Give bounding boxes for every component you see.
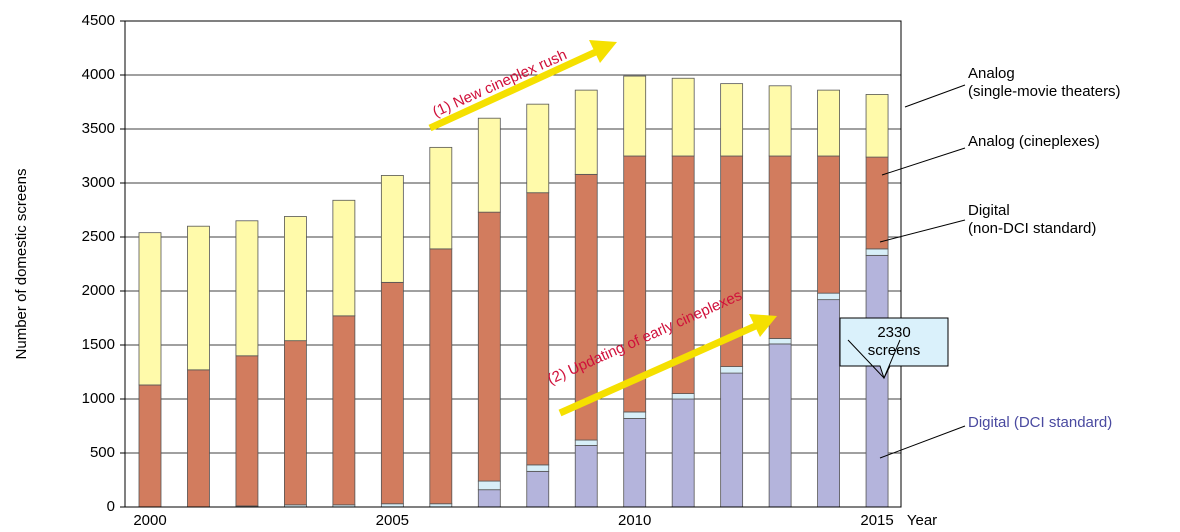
bar-segment <box>332 199 356 317</box>
bar-segment <box>187 225 210 371</box>
legend-label: Analog (single-movie theaters) <box>968 65 1121 100</box>
bar-segment <box>865 254 889 508</box>
x-tick-label: 2000 <box>133 512 166 529</box>
bar-segment <box>768 155 792 339</box>
leader-line <box>904 84 966 108</box>
bar-segment <box>768 85 792 157</box>
y-tick-label: 4000 <box>82 66 115 83</box>
y-tick-label: 500 <box>90 444 115 461</box>
bar-segment <box>623 411 647 419</box>
bar-segment <box>429 248 453 505</box>
bar-segment <box>671 398 695 508</box>
y-tick-label: 1500 <box>82 336 115 353</box>
bar-segment <box>477 211 501 482</box>
bar-segment <box>138 232 162 386</box>
bar-segment <box>671 77 695 157</box>
y-tick-label: 0 <box>107 498 115 515</box>
bar-segment <box>526 103 550 194</box>
plot-frame <box>124 20 902 508</box>
bar-segment <box>817 155 840 294</box>
x-axis-label: Year <box>907 512 937 529</box>
bar-segment <box>623 75 647 157</box>
y-axis-label: Number of domestic screens <box>13 169 30 360</box>
leader-line <box>879 425 966 459</box>
arrow-head <box>749 314 777 337</box>
y-tick-label: 4500 <box>82 12 115 29</box>
bar-segment <box>477 117 501 213</box>
bar-segment <box>720 83 744 157</box>
x-tick-label: 2010 <box>618 512 651 529</box>
bar-segment <box>332 315 356 506</box>
legend-label: Digital (DCI standard) <box>968 414 1113 431</box>
bar-segment <box>235 220 259 357</box>
bar-segment <box>477 480 501 491</box>
bar-segment <box>817 299 840 508</box>
bar-segment <box>187 369 210 508</box>
bar-segment <box>429 146 453 250</box>
arrow <box>428 46 602 132</box>
bar-segment <box>574 439 598 446</box>
bar-segment <box>720 372 744 508</box>
bar-segment <box>380 281 404 505</box>
callout-pointer <box>847 339 901 379</box>
bar-segment <box>574 445 598 508</box>
bar-segment <box>865 248 889 256</box>
y-tick-label: 1000 <box>82 390 115 407</box>
bar-segment <box>477 489 501 508</box>
bar-segment <box>526 470 550 508</box>
bar-segment <box>768 338 792 345</box>
bar-segment <box>817 292 840 301</box>
bar-segment <box>284 340 307 506</box>
bar-segment <box>865 94 889 158</box>
x-tick-label: 2005 <box>376 512 409 529</box>
bar-segment <box>865 156 889 250</box>
arrow <box>558 320 762 417</box>
bar-segment <box>526 464 550 472</box>
bar-segment <box>574 89 598 175</box>
bar-segment <box>671 393 695 400</box>
bar-segment <box>817 89 840 157</box>
bar-segment <box>526 192 550 466</box>
bar-segment <box>138 384 162 508</box>
y-tick-label: 3000 <box>82 174 115 191</box>
y-tick-label: 3500 <box>82 120 115 137</box>
leader-line <box>881 147 966 176</box>
legend-label: Digital (non-DCI standard) <box>968 202 1097 237</box>
bar-segment <box>623 418 647 508</box>
bar-segment <box>768 343 792 508</box>
x-tick-label: 2015 <box>860 512 893 529</box>
legend-label: Analog (cineplexes) <box>968 133 1100 150</box>
bar-segment <box>235 355 259 507</box>
callout-text: 2330 screens <box>867 324 921 359</box>
arrow-head <box>589 40 617 63</box>
bar-segment <box>380 175 404 283</box>
bar-segment <box>284 216 307 342</box>
y-tick-label: 2500 <box>82 228 115 245</box>
leader-line <box>879 219 966 243</box>
bar-segment <box>720 366 744 374</box>
y-tick-label: 2000 <box>82 282 115 299</box>
